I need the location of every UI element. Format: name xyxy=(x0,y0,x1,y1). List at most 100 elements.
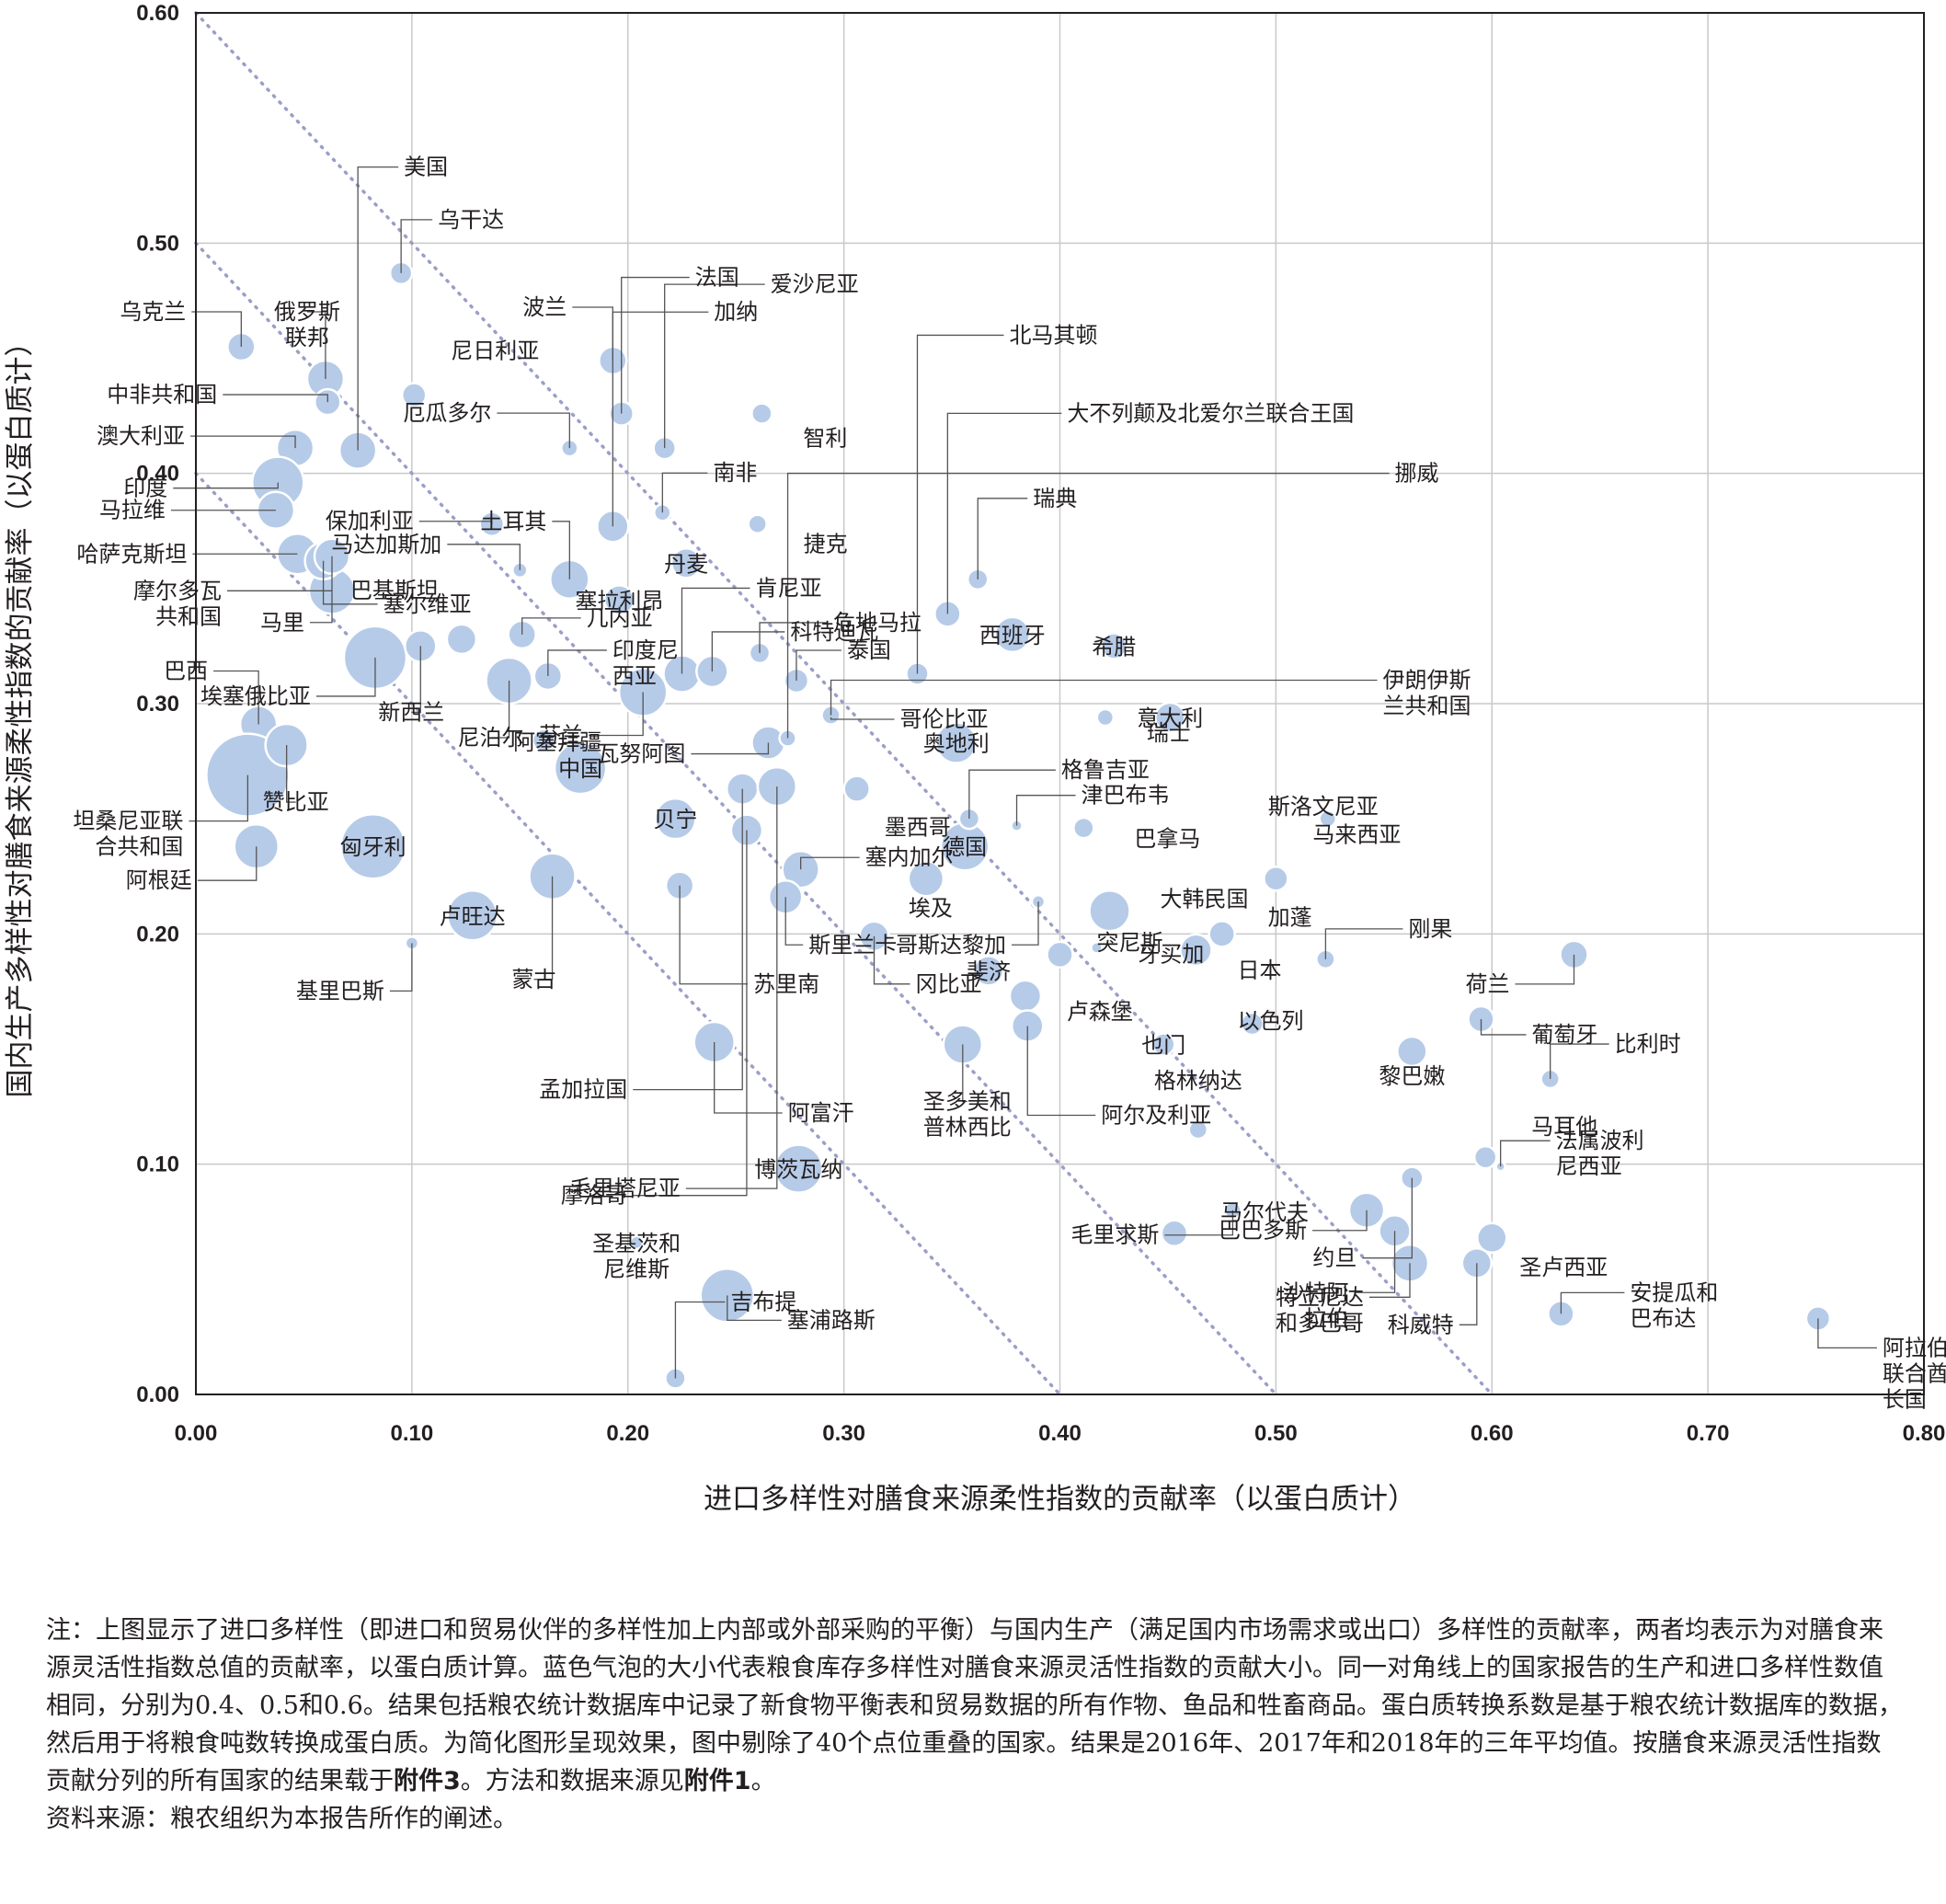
x-axis-title: 进口多样性对膳食来源柔性指数的贡献率（以蛋白质计） xyxy=(704,1483,1416,1516)
bubble xyxy=(603,584,635,616)
point-label: 泰国 xyxy=(847,637,891,663)
leader-line xyxy=(711,631,785,671)
annex1-link[interactable]: 附件1 xyxy=(683,1767,751,1795)
leader-line xyxy=(916,334,1004,674)
leader-line xyxy=(1026,1026,1096,1117)
y-tick-label: 0.00 xyxy=(136,1382,179,1407)
point-label: 加纳 xyxy=(714,299,758,325)
point-label: 苏里南 xyxy=(753,971,819,997)
leader-line xyxy=(447,544,521,570)
axis-ticks: 0.00 0.10 0.20 0.30 0.40 0.50 0.60 0.70 0.80 0.00… xyxy=(136,1,1945,1446)
point-label: 哥斯达黎加 xyxy=(896,932,1006,958)
leader-line xyxy=(1012,901,1039,946)
point-label: 荷兰 xyxy=(1466,971,1510,997)
bubble xyxy=(1008,979,1043,1014)
bubble xyxy=(1240,1011,1265,1037)
leader-line xyxy=(786,472,1390,739)
bubble xyxy=(907,860,945,898)
point-label: 瓦努阿图 xyxy=(597,741,685,767)
point-label: 芬兰 xyxy=(539,722,583,748)
point-labels: 美国乌干达乌克兰 俄罗斯联邦中非共和国澳大利亚印度马拉维哈萨克斯坦摩尔多瓦共和国塞… xyxy=(73,155,1946,1413)
point-label: 马拉维 xyxy=(99,498,166,523)
bubble xyxy=(773,1143,824,1194)
y-tick-label: 0.50 xyxy=(136,231,179,256)
point-label: 卢旺达 xyxy=(440,903,506,929)
leader-line xyxy=(962,1044,967,1103)
leader-line xyxy=(691,742,770,755)
leader-line xyxy=(213,670,259,725)
point-label: 卢森堡 xyxy=(1067,999,1133,1025)
point-label: 印度 xyxy=(123,476,167,501)
x-tick-label: 0.40 xyxy=(1038,1421,1082,1446)
point-label: 大不列颠及北爱尔兰联合王国 xyxy=(1067,400,1354,426)
point-label: 中国 xyxy=(558,756,602,782)
leader-line xyxy=(977,498,1028,579)
note-text: 注：上图显示了进口多样性（即进口和贸易伙伴的多样性加上内部或外部采购的平衡）与国… xyxy=(46,1616,1903,1795)
point-label: 沙特阿拉伯 xyxy=(1283,1279,1349,1331)
leader-line xyxy=(400,219,433,273)
source-line: 资料来源：粮农组织为本报告所作的阐述。 xyxy=(46,1805,518,1833)
annex3-link[interactable]: 附件3 xyxy=(394,1767,461,1795)
leader-line xyxy=(521,617,581,635)
leader-line xyxy=(1550,1043,1609,1080)
bubble xyxy=(339,812,406,880)
point-label: 巴拿马 xyxy=(1134,826,1200,852)
point-label: 爱沙尼亚 xyxy=(771,271,859,297)
x-tick-label: 0.20 xyxy=(606,1421,649,1446)
leader-line xyxy=(223,394,328,403)
point-label: 哥伦比亚 xyxy=(900,706,989,732)
bubble xyxy=(1187,1118,1209,1141)
bubble xyxy=(531,728,556,753)
x-tick-label: 0.10 xyxy=(391,1421,434,1446)
point-label: 澳大利亚 xyxy=(97,423,185,449)
point-label: 塞浦路斯 xyxy=(787,1307,876,1333)
point-label: 肯尼亚 xyxy=(755,575,821,601)
leader-line xyxy=(633,788,743,1091)
bubble xyxy=(553,740,608,796)
point-label: 葡萄牙 xyxy=(1532,1022,1598,1048)
point-label: 意大利 xyxy=(1137,705,1203,731)
leader-line xyxy=(1354,1231,1396,1293)
bubble xyxy=(628,1234,645,1251)
point-label: 贝宁 xyxy=(653,807,697,832)
leader-line xyxy=(830,717,895,720)
bubbles xyxy=(205,260,1832,1390)
leader-line xyxy=(946,412,1062,614)
leader-line xyxy=(1164,1210,1234,1236)
leader-line xyxy=(189,774,249,822)
point-label: 博茨瓦纳 xyxy=(754,1157,842,1183)
point-label: 伊朗伊斯兰共和国 xyxy=(1383,668,1471,719)
bubble xyxy=(1099,632,1128,660)
leader-line xyxy=(727,1295,782,1322)
leader-line xyxy=(800,856,860,870)
bubble xyxy=(1263,866,1289,892)
point-label: 也门 xyxy=(1141,1032,1185,1058)
point-label: 法属波利尼西亚 xyxy=(1556,1128,1644,1179)
leader-line xyxy=(589,692,644,737)
leader-line xyxy=(357,166,399,451)
y-tick-label: 0.10 xyxy=(136,1153,179,1177)
leader-line xyxy=(679,885,749,985)
y-tick-label: 0.20 xyxy=(136,922,179,946)
bubble xyxy=(1472,1144,1498,1170)
leader-line xyxy=(661,472,708,513)
leader-line xyxy=(306,311,326,380)
leader-line xyxy=(191,311,242,347)
point-label: 科特迪瓦 xyxy=(790,619,878,645)
point-label: 厄瓜多尔 xyxy=(403,400,491,426)
point-label: 俄罗斯联邦 xyxy=(274,299,340,350)
x-tick-label: 0.50 xyxy=(1254,1421,1298,1446)
point-label: 西班牙 xyxy=(979,623,1046,648)
bubble xyxy=(1318,809,1337,829)
point-label: 阿根廷 xyxy=(126,867,192,893)
point-label: 哈萨克斯坦 xyxy=(76,541,187,567)
bubble xyxy=(654,797,697,841)
bubble xyxy=(445,623,478,656)
point-label: 摩尔多瓦共和国 xyxy=(133,578,222,629)
leader-line xyxy=(1480,1018,1527,1036)
leader-line xyxy=(1015,795,1076,826)
leader-line xyxy=(533,876,554,981)
point-label: 巴基斯坦 xyxy=(350,578,439,603)
point-label: 格鲁吉亚 xyxy=(1061,757,1150,783)
x-tick-label: 0.70 xyxy=(1687,1421,1730,1446)
